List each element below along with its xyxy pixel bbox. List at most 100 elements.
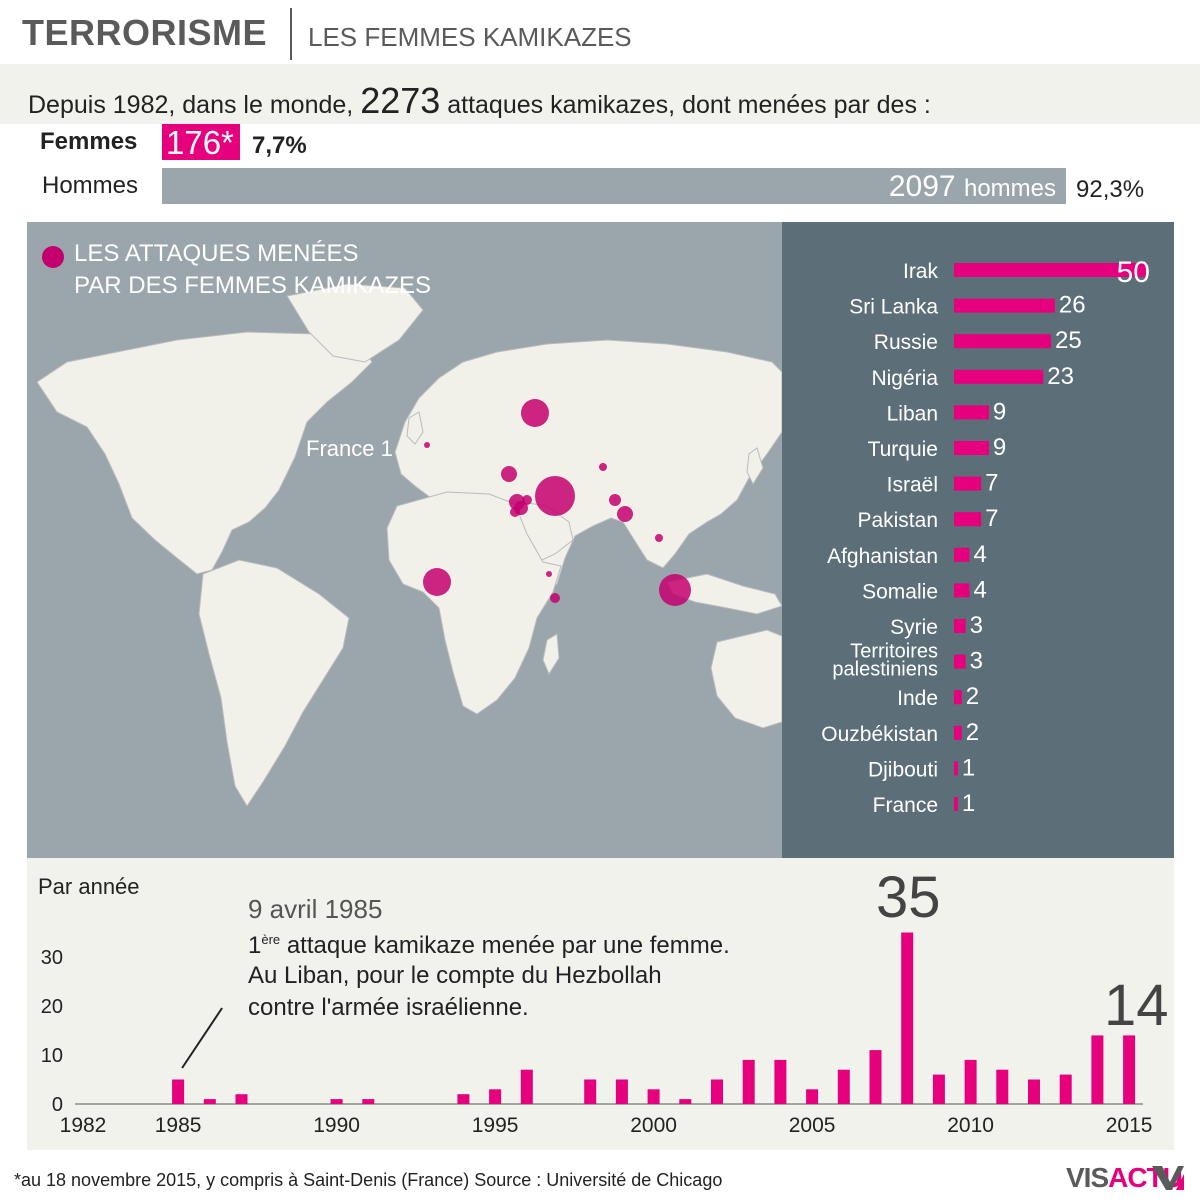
women-percent: 7,7% <box>252 132 307 159</box>
year-bar <box>711 1079 723 1104</box>
title-divider <box>290 8 292 60</box>
country-label: Afghanistan <box>827 545 938 568</box>
dot-russia <box>521 399 549 427</box>
country-value: 1 <box>962 790 975 817</box>
dot-uzbekistan <box>599 463 607 471</box>
footnote-source: *au 18 novembre 2015, y compris à Saint-… <box>14 1170 723 1190</box>
header-bar <box>0 0 1200 64</box>
australia-shape <box>710 629 782 729</box>
x-tick-label: 2015 <box>1106 1114 1153 1137</box>
women-bar <box>162 124 240 160</box>
country-label: Somalie <box>862 580 938 603</box>
year-bar <box>869 1050 882 1104</box>
dot-palestine <box>510 507 520 517</box>
year-bar <box>1028 1079 1040 1104</box>
country-bar <box>954 476 982 491</box>
annotation-date: 9 avril 1985 <box>248 894 383 924</box>
y-tick-label: 0 <box>52 1094 63 1116</box>
country-label: Sri Lanka <box>849 296 938 319</box>
dot-sri-lanka <box>659 574 691 606</box>
country-value: 9 <box>993 398 1006 425</box>
year-bar <box>489 1089 502 1104</box>
year-bar <box>457 1094 470 1104</box>
country-label: Nigéria <box>871 367 938 390</box>
x-tick-label: 1995 <box>472 1114 519 1137</box>
dot-somalia <box>550 593 560 603</box>
year-bar <box>774 1059 787 1104</box>
country-value: 25 <box>1055 327 1082 354</box>
dot-turkey <box>501 466 517 482</box>
year-bar <box>172 1079 185 1104</box>
country-bar <box>954 405 989 420</box>
intro-total: 2273 <box>360 80 441 121</box>
men-unit: hommes <box>963 175 1056 202</box>
country-value: 2 <box>966 719 979 746</box>
country-bar <box>954 761 958 776</box>
africa-shape <box>386 491 562 715</box>
country-bar <box>954 263 1148 277</box>
country-label: Inde <box>897 687 938 710</box>
summary-band <box>0 64 1200 124</box>
x-tick-label: 2005 <box>789 1114 836 1137</box>
year-bar <box>1059 1074 1072 1104</box>
country-bar <box>954 690 962 705</box>
x-tick-label: 1982 <box>60 1114 107 1137</box>
country-label: Pakistan <box>857 509 938 532</box>
x-tick-label: 1985 <box>155 1114 202 1137</box>
country-ranking-panel <box>782 222 1174 858</box>
x-tick-label: 2000 <box>630 1114 677 1137</box>
women-label: Femmes <box>40 128 138 155</box>
country-value: 26 <box>1059 292 1086 319</box>
country-label: Russie <box>874 331 938 354</box>
year-bar <box>901 932 914 1104</box>
intro-suffix: attaques kamikazes, dont menées par des … <box>447 91 931 119</box>
year-bar <box>203 1099 216 1104</box>
year-bar <box>330 1099 343 1104</box>
country-value: 9 <box>993 434 1006 461</box>
country-bar <box>954 334 1051 349</box>
france-map-label: France 1 <box>306 436 393 461</box>
year-bar <box>1091 1035 1104 1104</box>
annotation-leader-line <box>181 1007 223 1069</box>
year-bar <box>806 1089 819 1104</box>
year-bar <box>615 1079 628 1104</box>
x-tick-label: 1990 <box>313 1114 360 1137</box>
country-bar <box>954 797 958 811</box>
country-value: 2 <box>966 683 979 710</box>
year-bar <box>1123 1035 1136 1104</box>
map-legend-line1: LES ATTAQUES MENÉES <box>74 240 359 267</box>
annotation-ordinal-sup: ère <box>261 932 281 947</box>
yearly-bar-chart: 0 10 20 30 1982 1985 1990 1995 2000 2005 2010 2015 <box>41 932 1153 1137</box>
dot-iraq <box>535 476 575 516</box>
country-label: Turquie <box>868 438 938 461</box>
country-value: 7 <box>985 505 998 532</box>
dot-djibouti <box>546 571 552 577</box>
country-value: 1 <box>962 754 975 781</box>
world-map <box>36 283 782 807</box>
year-bar <box>932 1074 945 1104</box>
country-bar <box>954 725 962 740</box>
country-label: Syrie <box>890 616 938 639</box>
peak-value-label: 35 <box>876 865 941 930</box>
country-value: 4 <box>974 541 987 568</box>
map-legend-line2: PAR DES FEMMES KAMIKAZES <box>74 272 431 299</box>
legend-dot-icon <box>42 246 64 268</box>
annotation-line1-text: attaque kamikaze menée par une femme. <box>286 932 730 959</box>
yearly-section <box>27 858 1174 1150</box>
men-bar <box>162 168 1066 204</box>
annotation-ordinal: 1 <box>248 932 262 959</box>
country-value: 23 <box>1047 363 1074 390</box>
north-america-shape <box>36 331 373 575</box>
japan-shape <box>746 447 764 486</box>
year-bar <box>964 1059 977 1104</box>
latest-value-label: 14 <box>1104 973 1169 1038</box>
annotation-line1: 1ère attaque kamikaze menée par une femm… <box>248 932 730 960</box>
country-label: Israël <box>887 474 938 497</box>
country-bar <box>954 441 989 455</box>
country-label: Liban <box>887 402 938 425</box>
men-label: Hommes <box>42 172 139 199</box>
country-label: France <box>873 794 938 817</box>
country-label: Ouzbékistan <box>821 723 938 746</box>
page-title: TERRORISME <box>22 12 268 53</box>
